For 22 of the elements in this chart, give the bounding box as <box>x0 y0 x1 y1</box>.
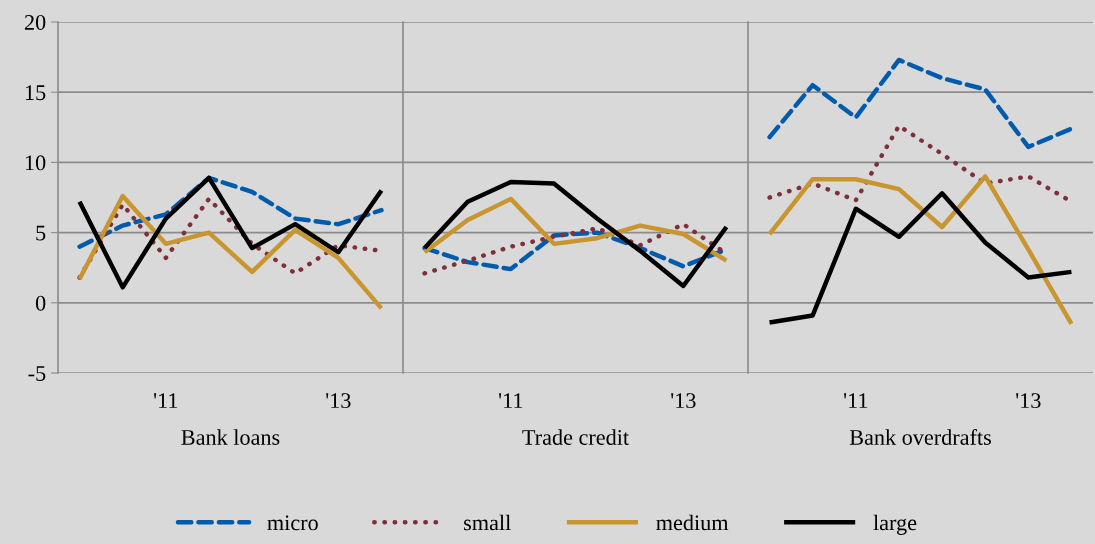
x-tick-label: '11 <box>844 393 868 408</box>
y-tick-label: 20 <box>24 14 46 30</box>
x-tick-label: '11 <box>499 393 523 408</box>
legend-label: micro <box>267 515 318 531</box>
x-tick-label: '13 <box>671 393 696 409</box>
line-series <box>77 193 384 311</box>
y-tick-label: 0 <box>35 295 46 311</box>
x-tick-label: '13 <box>1016 393 1041 409</box>
x-axis-title: Bank overdrafts <box>849 429 991 445</box>
legend-label: small <box>464 514 511 531</box>
line-series <box>77 175 384 290</box>
legend-label: large <box>873 514 917 535</box>
y-tick-label: -5 <box>28 366 46 381</box>
legend-label: medium <box>656 514 729 531</box>
y-tick-label: 10 <box>25 155 46 171</box>
y-tick-label: 5 <box>36 225 46 241</box>
y-tick-label: 15 <box>25 85 46 101</box>
x-axis-title: Bank loans <box>181 429 280 445</box>
x-tick-label: '13 <box>326 393 351 409</box>
x-tick-label: '11 <box>154 393 178 408</box>
x-axis-title: Trade credit <box>522 429 629 445</box>
line-series <box>77 175 384 249</box>
